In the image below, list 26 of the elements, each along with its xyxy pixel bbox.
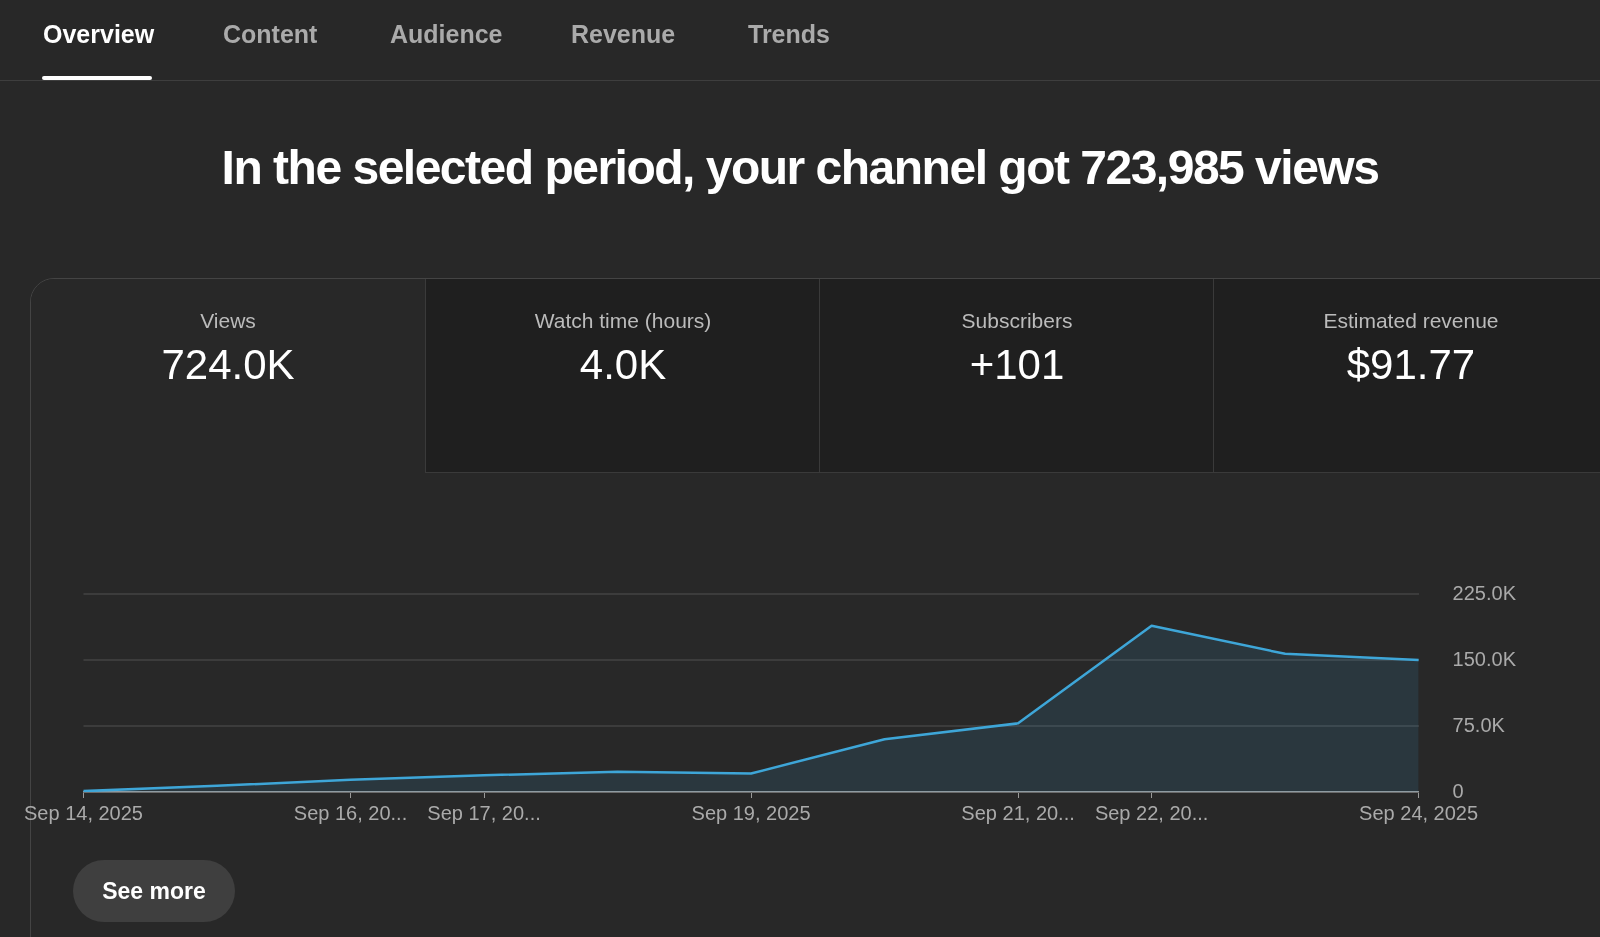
y-tick-label: 0 <box>1452 779 1464 802</box>
text: $91.77 <box>1345 341 1477 389</box>
chart-title: In the selected period, your channel got 723,985 views <box>220 140 1380 195</box>
text: Watch time (hours) <box>533 309 713 333</box>
text: Subscribers <box>960 309 1074 333</box>
text: Revenue <box>571 20 676 49</box>
text: Content <box>223 20 318 49</box>
x-tick-label: Sep 16, 20... <box>293 801 408 824</box>
x-tick-label: Sep 21, 20... <box>961 801 1075 824</box>
text: Audience <box>390 20 503 49</box>
text: Estimated revenue <box>1322 309 1500 333</box>
x-tick-label: Sep 17, 20... <box>427 801 541 824</box>
text: 724.0K <box>160 341 296 389</box>
x-tick-label: Sep 22, 20... <box>1094 801 1209 824</box>
y-tick-label: 150.0K <box>1452 647 1517 670</box>
x-tick-label: Sep 19, 2025 <box>691 801 811 824</box>
text: +101 <box>968 341 1066 389</box>
text: Overview <box>43 20 155 49</box>
text: Views <box>199 309 257 333</box>
text: 4.0K <box>578 341 668 389</box>
text: Trends <box>748 20 830 49</box>
x-tick-label: Sep 24, 2025 <box>1359 801 1479 824</box>
x-tick-label: Sep 14, 2025 <box>24 801 143 824</box>
y-tick-label: 225.0K <box>1452 581 1517 604</box>
text: See more <box>73 860 235 922</box>
y-tick-label: 75.0K <box>1452 713 1506 736</box>
